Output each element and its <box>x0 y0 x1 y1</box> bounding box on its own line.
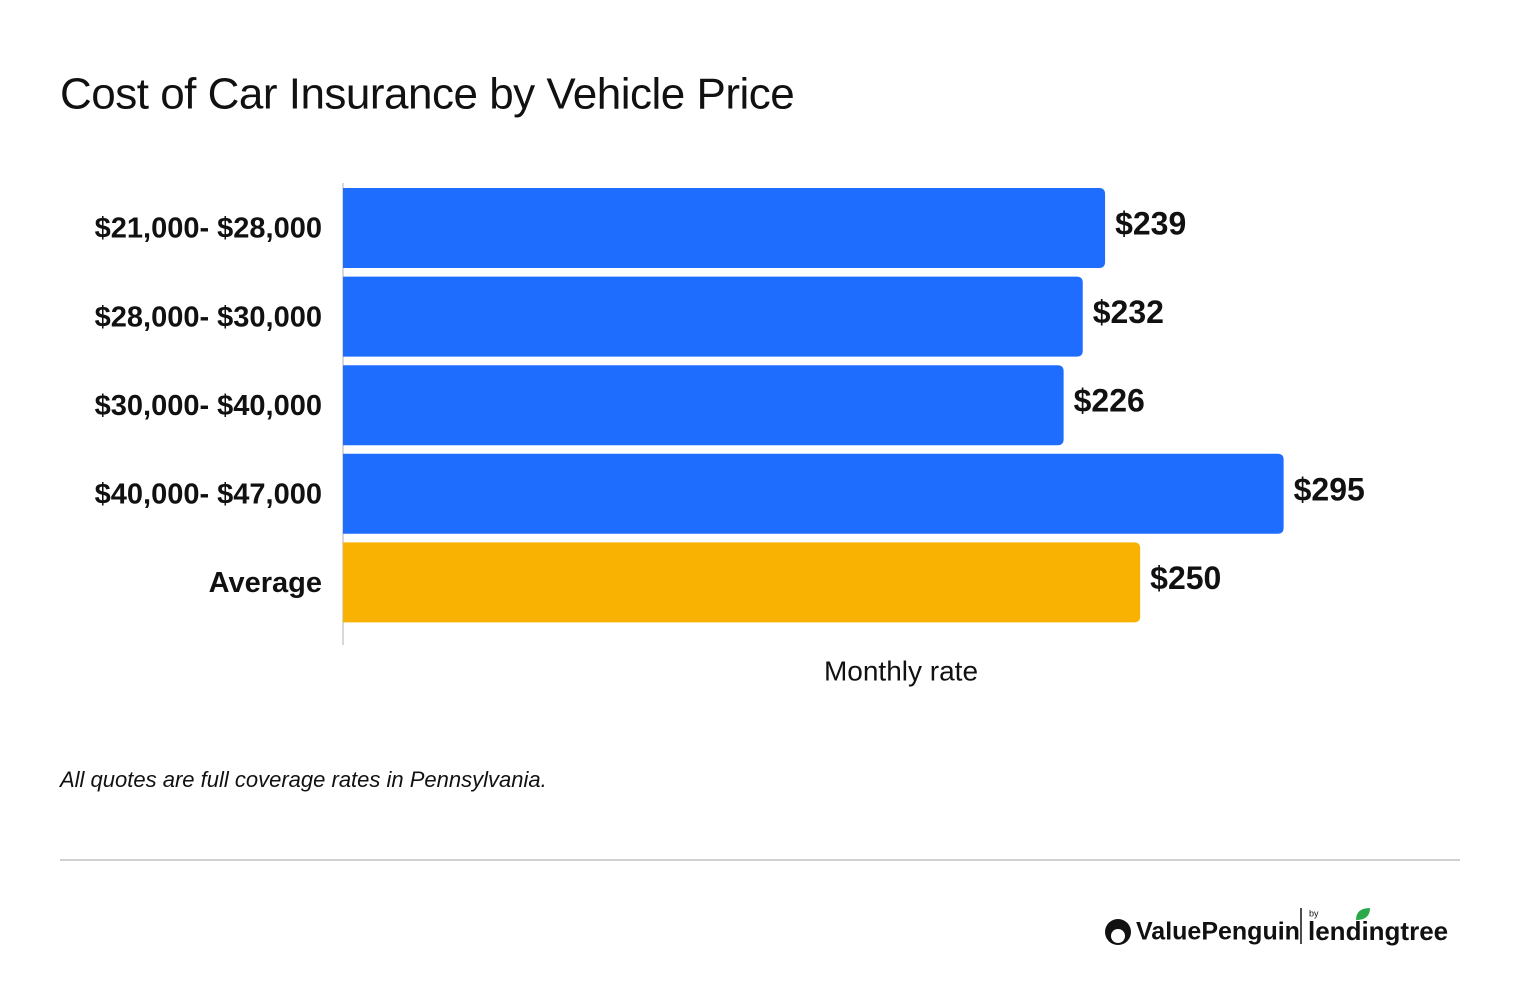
footnote: All quotes are full coverage rates in Pe… <box>58 767 547 792</box>
brand-by: by <box>1309 908 1319 918</box>
logo-icon-belly <box>1111 929 1125 943</box>
brand-name: ValuePenguin <box>1136 918 1300 946</box>
bar <box>343 542 1141 623</box>
bar <box>343 276 1083 357</box>
logo: ValuePenguin by lendingtree <box>1105 908 1448 946</box>
brand-partner: lendingtree <box>1308 916 1448 946</box>
bar <box>343 188 1106 268</box>
value-label: $232 <box>1093 294 1164 330</box>
value-label: $226 <box>1074 383 1145 419</box>
x-axis-label: Monthly rate <box>824 655 978 686</box>
y-tick-label: $30,000- $40,000 <box>95 390 322 422</box>
y-tick-label: Average <box>209 567 322 599</box>
y-tick-label: $21,000- $28,000 <box>95 213 322 245</box>
chart-title: Cost of Car Insurance by Vehicle Price <box>60 70 794 119</box>
bar <box>343 453 1284 534</box>
leaf-icon <box>1356 908 1370 920</box>
y-tick-label: $40,000- $47,000 <box>95 478 322 510</box>
value-label: $239 <box>1115 205 1186 241</box>
value-label: $250 <box>1150 560 1221 596</box>
bar <box>343 365 1064 446</box>
y-tick-label: $28,000- $30,000 <box>95 301 322 333</box>
value-label: $295 <box>1294 471 1365 507</box>
